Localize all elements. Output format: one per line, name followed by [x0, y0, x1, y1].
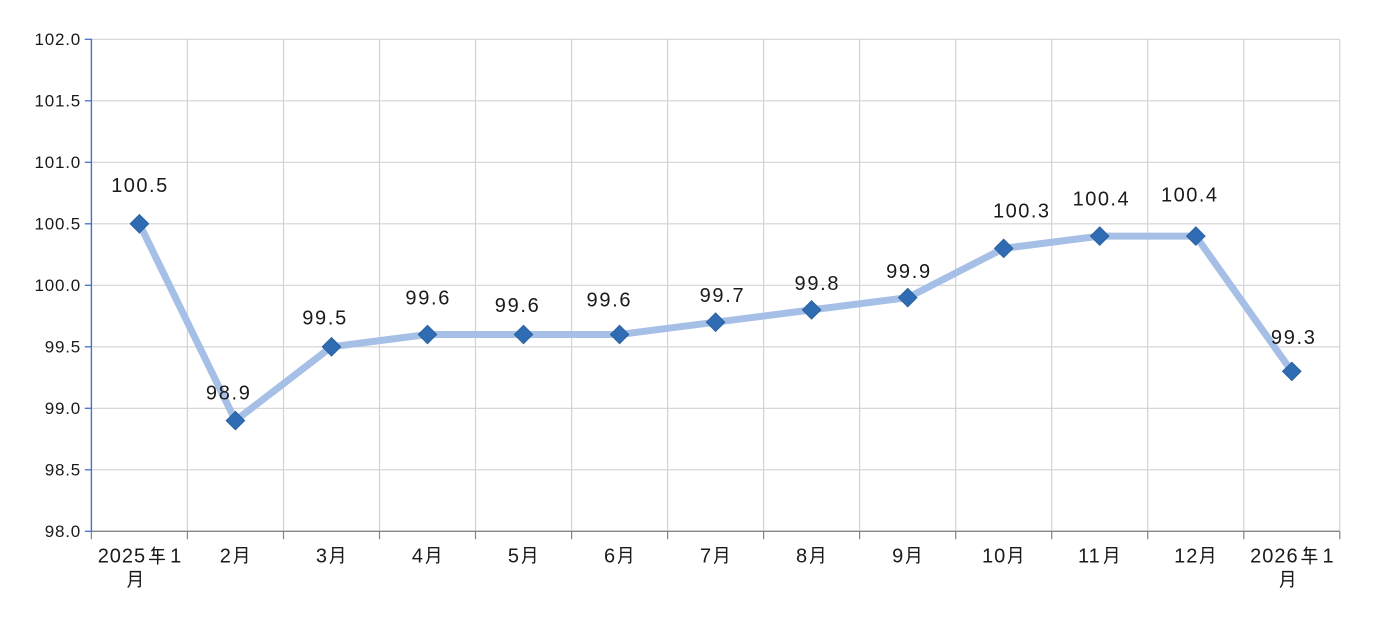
svg-text:1: 1 — [1323, 546, 1335, 568]
svg-text:102.0: 102.0 — [34, 30, 81, 49]
svg-text:3: 3 — [316, 546, 328, 568]
svg-text:8: 8 — [796, 546, 808, 568]
svg-text:99.8: 99.8 — [795, 273, 839, 295]
svg-text:99.6: 99.6 — [587, 290, 631, 312]
svg-text:98.5: 98.5 — [45, 461, 81, 480]
svg-text:98.0: 98.0 — [45, 522, 81, 541]
svg-text:100.4: 100.4 — [1073, 189, 1129, 211]
svg-text:12: 12 — [1174, 546, 1198, 568]
svg-text:99.0: 99.0 — [45, 399, 81, 418]
svg-text:101.5: 101.5 — [34, 92, 81, 111]
svg-text:100.5: 100.5 — [34, 215, 81, 234]
svg-text:100.3: 100.3 — [993, 201, 1049, 223]
svg-text:5: 5 — [508, 546, 520, 568]
svg-text:98.9: 98.9 — [206, 383, 250, 405]
svg-text:100.0: 100.0 — [34, 276, 81, 295]
svg-text:9: 9 — [892, 546, 904, 568]
svg-text:99.3: 99.3 — [1271, 327, 1315, 349]
svg-text:6: 6 — [604, 546, 616, 568]
svg-text:99.5: 99.5 — [45, 338, 81, 357]
svg-text:99.6: 99.6 — [405, 288, 449, 310]
svg-text:1: 1 — [170, 546, 182, 568]
svg-text:100.4: 100.4 — [1161, 184, 1217, 206]
svg-text:11: 11 — [1078, 546, 1101, 568]
svg-text:99.7: 99.7 — [700, 285, 744, 307]
svg-text:99.9: 99.9 — [886, 261, 930, 283]
svg-text:2025: 2025 — [98, 546, 147, 568]
svg-text:99.5: 99.5 — [302, 308, 346, 330]
svg-text:2026: 2026 — [1250, 546, 1299, 568]
svg-text:101.0: 101.0 — [34, 153, 81, 172]
svg-text:4: 4 — [412, 546, 424, 568]
svg-text:99.6: 99.6 — [495, 295, 539, 317]
svg-text:10: 10 — [982, 546, 1006, 568]
svg-text:2: 2 — [220, 546, 232, 568]
svg-text:100.5: 100.5 — [111, 175, 167, 197]
svg-text:7: 7 — [700, 546, 712, 568]
